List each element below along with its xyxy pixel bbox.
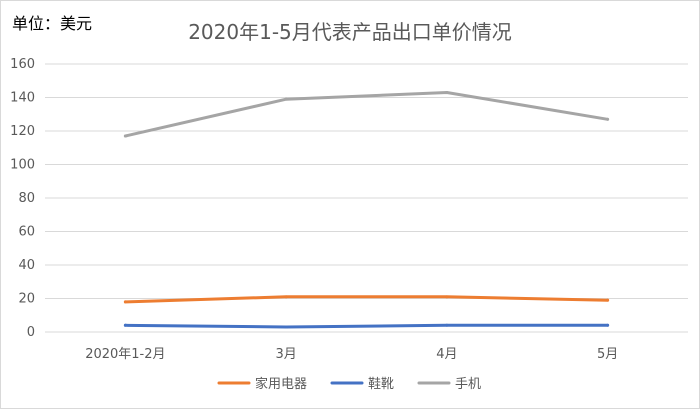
series-line-2 (123, 91, 610, 138)
x-tick-label-3: 5月 (597, 347, 618, 362)
data-point-1-2 (445, 323, 449, 327)
data-point-0-0 (123, 300, 127, 304)
x-tick-label-0: 2020年1-2月 (85, 347, 165, 362)
data-point-1-3 (606, 323, 610, 327)
data-point-1-1 (284, 325, 288, 329)
series-line-0 (123, 295, 610, 304)
y-tick-label-60: 60 (18, 225, 35, 240)
x-tick-label-2: 4月 (436, 347, 457, 362)
series-line-1 (123, 323, 610, 329)
data-point-0-2 (445, 295, 449, 299)
legend: 家用电器 鞋靴 手机 (217, 376, 481, 392)
data-point-2-1 (284, 97, 288, 101)
data-point-2-3 (606, 117, 610, 121)
legend-label-1: 鞋靴 (368, 376, 394, 392)
y-tick-label-140: 140 (10, 91, 35, 106)
y-tick-label-40: 40 (18, 258, 35, 273)
series-lines (123, 90, 610, 329)
x-tick-label-1: 3月 (275, 347, 296, 362)
data-point-1-0 (123, 323, 127, 327)
y-tick-label-20: 20 (18, 292, 35, 307)
x-axis-ticks: 2020年1-2月 3月 4月 5月 (85, 347, 618, 362)
data-point-2-2 (445, 90, 449, 94)
y-tick-label-120: 120 (10, 124, 35, 139)
legend-label-2: 手机 (455, 377, 481, 392)
y-tick-label-100: 100 (10, 158, 35, 173)
data-point-0-3 (606, 298, 610, 302)
y-tick-label-0: 0 (27, 325, 35, 340)
data-point-0-1 (284, 295, 288, 299)
data-point-2-0 (123, 134, 127, 138)
unit-label: 单位：美元 (12, 14, 93, 33)
chart-title: 2020年1-5月代表产品出口单价情况 (188, 20, 512, 44)
y-tick-label-80: 80 (18, 191, 35, 206)
gridlines (45, 63, 688, 333)
y-tick-label-160: 160 (10, 57, 35, 72)
legend-label-0: 家用电器 (255, 376, 307, 392)
y-axis-ticks: 0 20 40 60 80 100 120 140 160 (10, 57, 35, 340)
